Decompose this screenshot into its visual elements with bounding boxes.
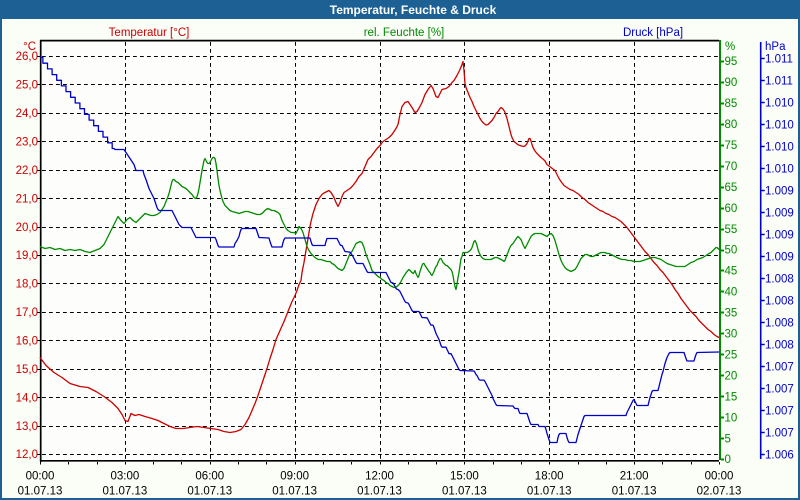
svg-text:60: 60	[725, 203, 738, 215]
svg-text:1.007: 1.007	[765, 428, 794, 440]
svg-text:85: 85	[725, 98, 738, 110]
svg-text:20,0: 20,0	[16, 222, 38, 234]
svg-text:rel. Feuchte [%]: rel. Feuchte [%]	[364, 27, 445, 39]
svg-text:22,0: 22,0	[16, 165, 38, 177]
svg-text:09:00: 09:00	[280, 471, 309, 483]
svg-text:01.07.13: 01.07.13	[357, 486, 402, 498]
svg-text:14,0: 14,0	[16, 392, 38, 404]
svg-text:01.07.13: 01.07.13	[272, 486, 317, 498]
svg-text:12,0: 12,0	[16, 449, 38, 461]
svg-text:90: 90	[725, 77, 738, 89]
svg-text:25: 25	[725, 350, 738, 362]
svg-text:1.010: 1.010	[765, 120, 794, 132]
svg-text:13,0: 13,0	[16, 421, 38, 433]
svg-text:1.011: 1.011	[765, 76, 793, 88]
svg-text:20: 20	[725, 370, 738, 382]
svg-text:0: 0	[725, 454, 731, 466]
svg-text:1.009: 1.009	[765, 252, 794, 264]
svg-text:1.007: 1.007	[765, 384, 794, 396]
svg-text:10: 10	[725, 412, 738, 424]
svg-text:Druck [hPa]: Druck [hPa]	[623, 27, 683, 39]
svg-text:45: 45	[725, 266, 738, 278]
svg-text:16,0: 16,0	[16, 336, 38, 348]
svg-text:1.010: 1.010	[765, 164, 794, 176]
svg-text:1.010: 1.010	[765, 98, 794, 110]
svg-text:01.07.13: 01.07.13	[442, 486, 487, 498]
svg-text:40: 40	[725, 287, 738, 299]
svg-text:12:00: 12:00	[365, 471, 394, 483]
svg-text:1.008: 1.008	[765, 340, 794, 352]
svg-text:25,0: 25,0	[16, 80, 38, 92]
svg-text:01.07.13: 01.07.13	[612, 486, 657, 498]
svg-text:1.006: 1.006	[765, 450, 794, 462]
svg-text:02.07.13: 02.07.13	[697, 486, 742, 498]
svg-text:70: 70	[725, 161, 738, 173]
svg-text:21,0: 21,0	[16, 193, 38, 205]
svg-text:1.010: 1.010	[765, 142, 794, 154]
svg-text:Temperatur [°C]: Temperatur [°C]	[109, 27, 190, 39]
svg-text:21:00: 21:00	[620, 471, 649, 483]
svg-text:35: 35	[725, 308, 738, 320]
svg-text:5: 5	[725, 433, 731, 445]
svg-text:26,0: 26,0	[16, 51, 38, 63]
svg-text:18,0: 18,0	[16, 279, 38, 291]
svg-text:06:00: 06:00	[195, 471, 224, 483]
svg-text:°C: °C	[23, 41, 36, 53]
svg-text:1.009: 1.009	[765, 208, 794, 220]
svg-text:55: 55	[725, 224, 738, 236]
svg-text:%: %	[725, 41, 735, 53]
svg-text:1.007: 1.007	[765, 406, 794, 418]
svg-text:00:00: 00:00	[705, 471, 734, 483]
svg-text:Temperatur, Feuchte & Druck: Temperatur, Feuchte & Druck	[330, 3, 497, 17]
svg-text:24,0: 24,0	[16, 108, 38, 120]
svg-text:01.07.13: 01.07.13	[103, 486, 148, 498]
svg-text:15,0: 15,0	[16, 364, 38, 376]
svg-text:15:00: 15:00	[450, 471, 479, 483]
svg-text:18:00: 18:00	[535, 471, 564, 483]
svg-text:03:00: 03:00	[111, 471, 140, 483]
svg-text:19,0: 19,0	[16, 250, 38, 262]
svg-text:1.008: 1.008	[765, 274, 794, 286]
svg-text:1.007: 1.007	[765, 362, 794, 374]
svg-text:01.07.13: 01.07.13	[18, 486, 63, 498]
svg-text:50: 50	[725, 245, 738, 257]
svg-text:30: 30	[725, 329, 738, 341]
svg-text:hPa: hPa	[765, 41, 786, 53]
svg-text:65: 65	[725, 182, 738, 194]
svg-text:80: 80	[725, 119, 738, 131]
svg-text:1.008: 1.008	[765, 318, 794, 330]
svg-text:01.07.13: 01.07.13	[187, 486, 232, 498]
svg-text:1.009: 1.009	[765, 186, 794, 198]
svg-text:00:00: 00:00	[26, 471, 55, 483]
svg-text:1.008: 1.008	[765, 296, 794, 308]
svg-text:17,0: 17,0	[16, 307, 38, 319]
svg-text:23,0: 23,0	[16, 137, 38, 149]
svg-text:15: 15	[725, 391, 738, 403]
svg-text:1.011: 1.011	[765, 54, 793, 66]
svg-text:75: 75	[725, 140, 738, 152]
svg-text:1.009: 1.009	[765, 230, 794, 242]
svg-text:95: 95	[725, 56, 738, 68]
svg-text:01.07.13: 01.07.13	[527, 486, 572, 498]
